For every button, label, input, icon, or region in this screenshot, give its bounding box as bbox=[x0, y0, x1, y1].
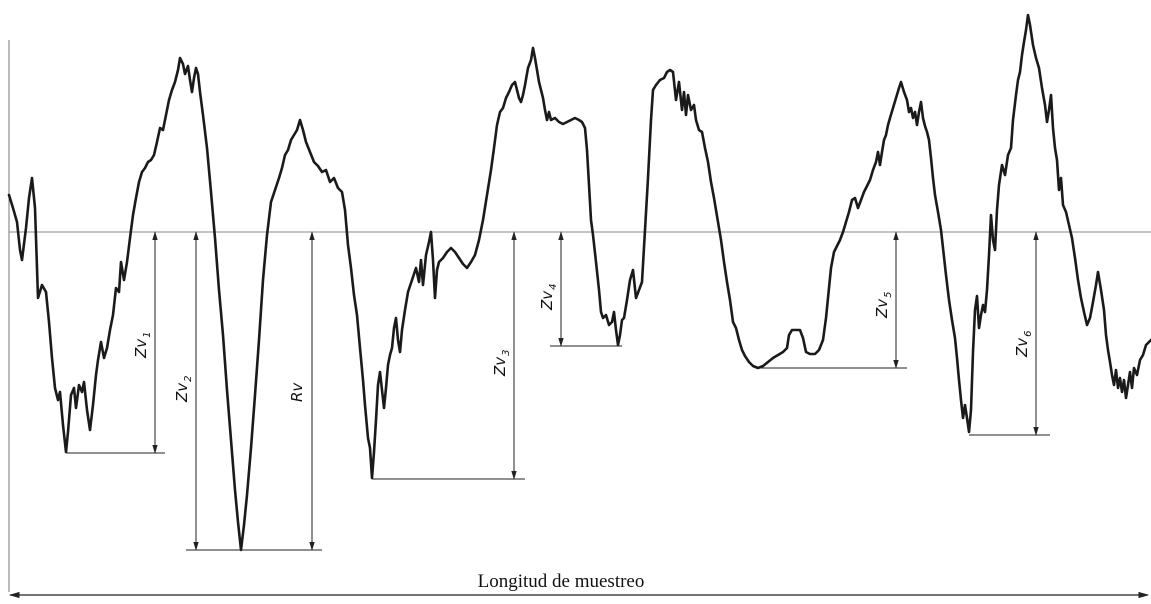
zv5-label: Zv5 bbox=[873, 291, 894, 319]
zv4-dimension: Zv4 bbox=[538, 232, 622, 346]
sampling-length-dimension: Longitud de muestreo bbox=[10, 571, 1148, 595]
roughness-profile-curve bbox=[9, 15, 1151, 550]
zv6-label: Zv6 bbox=[1013, 330, 1034, 358]
sampling-length-caption: Longitud de muestreo bbox=[478, 571, 645, 592]
zv2-label: Zv2 bbox=[173, 375, 194, 403]
zv3-dimension: Zv3 bbox=[372, 232, 525, 479]
rv-dimension: Rv bbox=[288, 232, 312, 550]
rv-label: Rv bbox=[288, 382, 306, 402]
zv3-label: Zv3 bbox=[491, 349, 512, 377]
zv6-dimension: Zv6 bbox=[969, 232, 1050, 435]
zv1-dimension: Zv1 bbox=[66, 232, 165, 453]
zv4-label: Zv4 bbox=[538, 283, 559, 311]
zv1-label: Zv1 bbox=[132, 331, 153, 359]
